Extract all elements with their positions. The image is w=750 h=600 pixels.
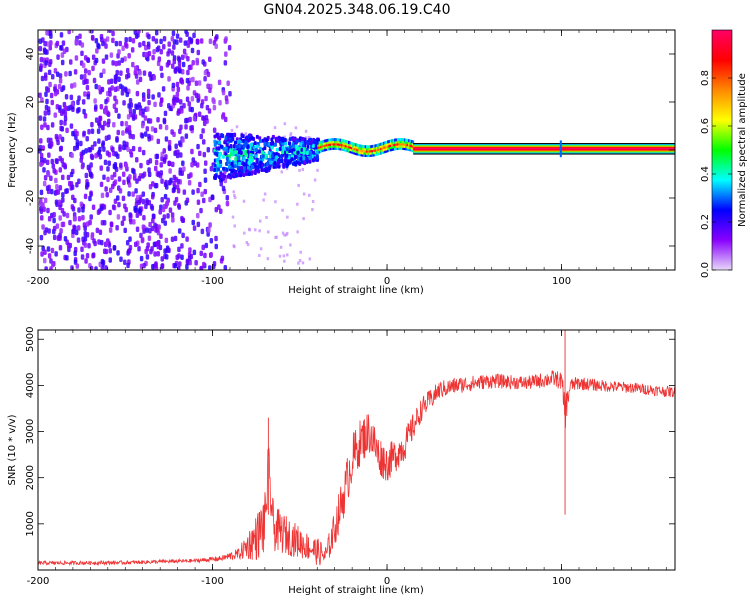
top-ticks-ytick: 20: [25, 96, 675, 109]
spectrogram-y-label: Frequency (Hz): [7, 112, 18, 188]
colorbar-tick: 0.2: [700, 214, 732, 230]
top-ticks-ytick: 40: [25, 48, 675, 61]
snr-y-label: SNR (10 * v/v): [7, 414, 18, 485]
colorbar-tick-label: 0.0: [700, 262, 711, 278]
top-ticks-ytick: -20: [25, 190, 675, 206]
colorbar-tick-label: 0.4: [700, 166, 711, 182]
y-tick-label: 1000: [25, 511, 36, 536]
y-tick-label: 4000: [25, 373, 36, 398]
x-tick-label: -200: [27, 276, 50, 287]
bot-ticks-ytick: 4000: [25, 373, 675, 398]
snr-series-line: [38, 370, 675, 567]
y-tick-label: 3000: [25, 419, 36, 444]
x-tick-label: 0: [384, 576, 390, 587]
colorbar-tick: 0.0: [700, 262, 732, 278]
y-tick-label: 5000: [25, 327, 36, 352]
snr-x-label: Height of straight line (km): [288, 585, 424, 596]
x-tick-label: -100: [201, 276, 224, 287]
y-tick-label: 0: [25, 147, 36, 153]
x-tick-label: 100: [552, 576, 571, 587]
spectrogram-heatmap: [38, 30, 675, 270]
colorbar-tick-label: 0.2: [700, 214, 711, 230]
colorbar-tick-label: 0.8: [700, 70, 711, 86]
x-tick-label: 0: [384, 276, 390, 287]
colorbar-tick: 0.6: [700, 118, 732, 134]
bot-ticks-ytick: 1000: [25, 511, 675, 537]
snr-frame: [37, 329, 676, 571]
x-tick-label: -200: [27, 576, 50, 587]
page-title: GN04.2025.348.06.19.C40: [263, 2, 451, 18]
spectrogram-x-label: Height of straight line (km): [288, 285, 424, 296]
bot-ticks-ytick: 3000: [25, 419, 675, 444]
colorbar-tick: 0.8: [700, 70, 732, 86]
colorbar: [711, 29, 733, 271]
colorbar-tick: 0.4: [700, 166, 732, 182]
colorbar-label: Normalized spectral amplitude: [737, 73, 748, 227]
x-tick-label: 100: [552, 276, 571, 287]
bot-ticks-xtick: -100: [201, 330, 224, 587]
top-ticks-xtick: 100: [552, 30, 571, 287]
y-tick-label: 20: [25, 96, 36, 109]
x-tick-label: -100: [201, 576, 224, 587]
bot-ticks-xtick: 100: [552, 330, 571, 587]
y-tick-label: 2000: [25, 465, 36, 490]
bot-ticks-ytick: 2000: [25, 465, 675, 490]
y-tick-label: 40: [25, 48, 36, 61]
top-ticks-ytick: -40: [25, 238, 675, 254]
top-ticks-ytick: 0: [25, 147, 675, 153]
top-ticks-xtick: 0: [384, 30, 390, 287]
bot-ticks-ytick: 5000: [25, 327, 675, 352]
y-tick-label: -20: [25, 190, 36, 206]
colorbar-tick-label: 0.6: [700, 118, 711, 134]
y-tick-label: -40: [25, 238, 36, 254]
